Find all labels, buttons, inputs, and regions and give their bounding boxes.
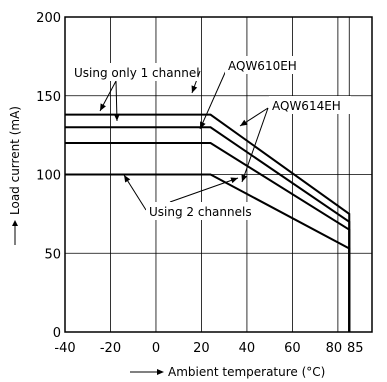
y-axis-label: Load current (mA) <box>8 106 22 215</box>
annotation-bg <box>146 202 258 220</box>
x-tick-label: -40 <box>54 341 75 356</box>
series-lines <box>65 113 351 332</box>
x-axis-title: Ambient temperature (°C) <box>130 365 325 379</box>
annotation-arrowhead <box>191 85 198 93</box>
y-tick-label: 150 <box>36 90 61 105</box>
annotation-pointer <box>241 107 269 183</box>
annotation-aqw610eh: AQW610EH <box>228 59 297 73</box>
annotation-two-channels: Using 2 channels <box>149 205 252 219</box>
x-tick-label: 20 <box>193 341 210 356</box>
x-tick-label: 40 <box>239 341 256 356</box>
annotation-bg <box>225 56 307 74</box>
annotation-arrowhead <box>200 121 206 129</box>
y-axis-arrowhead <box>12 220 18 226</box>
annotation-bg <box>269 96 351 114</box>
y-tick-label: 0 <box>53 326 61 341</box>
y-tick-label: 50 <box>44 247 61 262</box>
x-tick-label: -20 <box>100 341 121 356</box>
tick-labels: -40 -20 0 20 40 60 80 85 0 50 100 150 200 <box>36 11 363 356</box>
annotation-arrowhead <box>100 103 106 111</box>
x-axis-arrowhead <box>157 369 164 375</box>
x-tick-label: 80 <box>326 341 343 356</box>
y-tick-label: 200 <box>36 11 61 26</box>
annotation-arrowhead <box>230 177 238 184</box>
annotation-bg <box>70 63 198 81</box>
x-tick-label: 0 <box>152 341 160 356</box>
annotation-aqw614eh: AQW614EH <box>272 99 341 113</box>
x-tick-label: 60 <box>284 341 301 356</box>
annotation-pointer <box>169 177 239 203</box>
y-axis-title: Load current (mA) <box>8 106 22 245</box>
annotation-one-channel: Using only 1 channel <box>74 66 200 80</box>
annotation-arrowhead <box>124 175 131 183</box>
x-tick-label: 85 <box>347 341 364 356</box>
x-axis-label: Ambient temperature (°C) <box>168 365 325 379</box>
y-tick-label: 100 <box>36 169 61 184</box>
annotation-pointer <box>199 65 229 130</box>
annotation-pointers <box>99 65 269 211</box>
annotation-arrowhead <box>241 174 248 182</box>
annotation-arrowhead <box>113 113 120 121</box>
annotation-arrowhead <box>240 119 248 126</box>
series-line <box>65 142 351 332</box>
series-line <box>65 173 351 332</box>
series-line <box>65 126 351 332</box>
series-line <box>65 113 351 332</box>
